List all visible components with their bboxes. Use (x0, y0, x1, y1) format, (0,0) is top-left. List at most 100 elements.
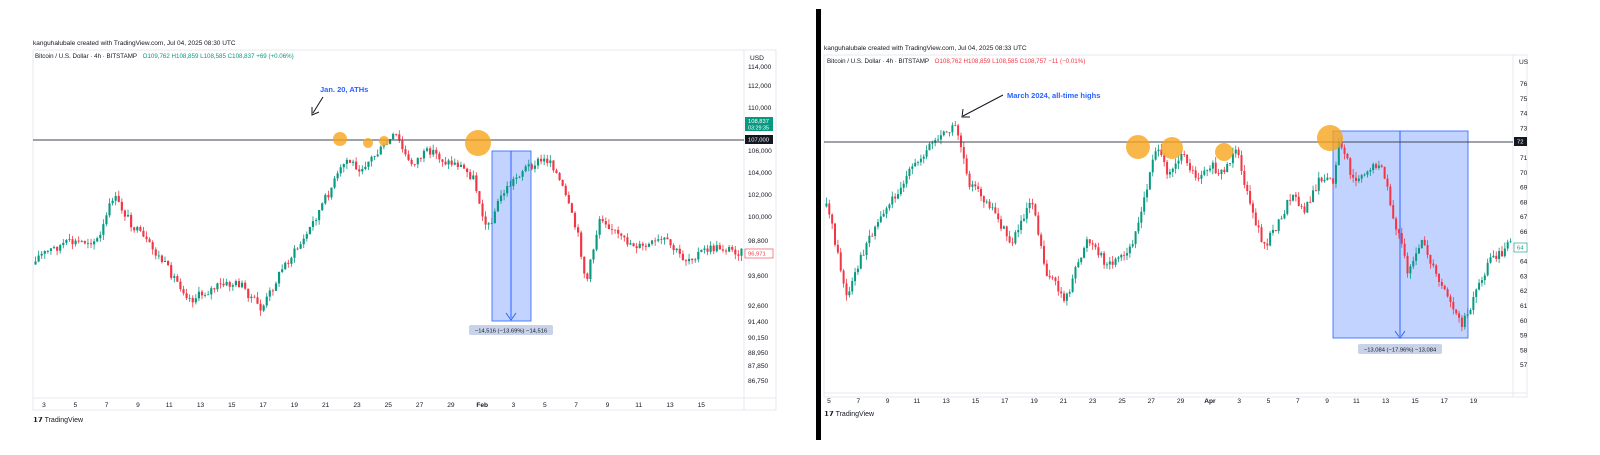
candle-body (65, 239, 68, 243)
candle-body (123, 210, 127, 217)
candle-body (1037, 215, 1040, 235)
tradingview-icon: 𝟭𝟳 (824, 411, 834, 418)
candle-body (598, 219, 601, 235)
candle-body (1002, 226, 1005, 229)
candle-body (891, 196, 894, 205)
candle-body (623, 235, 626, 238)
price-tick-label: 58 (1520, 347, 1528, 354)
time-tick-label: 7 (574, 402, 578, 409)
candle-body (302, 238, 305, 245)
price-tick-label: 106,000 (748, 148, 772, 155)
candle-body (1392, 205, 1395, 219)
price-tick-label: 69 (1520, 185, 1528, 192)
candle-body (1134, 231, 1137, 245)
candle-body (1426, 245, 1429, 255)
plot-frame (32, 49, 777, 411)
candle-body (1354, 177, 1357, 181)
candle-body (170, 265, 173, 278)
candle-body (1140, 211, 1143, 223)
candle-body (1094, 244, 1097, 248)
candle-body (1048, 275, 1051, 278)
candle-body (1460, 317, 1463, 327)
candle-body (706, 248, 709, 252)
time-tick-label: 23 (1089, 398, 1097, 405)
candle-body (425, 148, 429, 151)
candle-body (188, 297, 191, 299)
highlight-circle (333, 132, 347, 146)
candle-body (299, 244, 302, 249)
candle-body (506, 186, 509, 194)
candle-body (1105, 264, 1108, 266)
highlight-circle (1317, 125, 1343, 151)
symbol-name: Bitcoin / U.S. Dollar · 4h · BITSTAMP (35, 53, 137, 60)
candle-body (854, 272, 857, 282)
candle-body (1231, 153, 1234, 164)
candle-body (1289, 199, 1292, 201)
candle-body (478, 191, 481, 204)
price-tick-label: 66 (1520, 229, 1528, 236)
annotation-arrow-line (962, 94, 1004, 117)
candle-body (604, 221, 607, 225)
candle-body (62, 242, 65, 246)
candle-body (724, 250, 728, 252)
candle-body (1372, 164, 1375, 171)
time-tick-label: 13 (1382, 398, 1390, 405)
candle-body (1415, 253, 1418, 261)
candle-body (1297, 196, 1300, 206)
candle-body (607, 224, 610, 230)
time-tick-label: 7 (105, 402, 109, 409)
candle-body (111, 200, 114, 204)
candle-body (1103, 253, 1106, 265)
candle-body (905, 176, 908, 184)
level-price-tag (1514, 137, 1527, 146)
candle-body (213, 288, 216, 290)
price-tick-label: 92,600 (748, 303, 769, 310)
candle-body (1077, 262, 1080, 268)
candle-body (985, 201, 988, 203)
candle-body (1458, 313, 1461, 318)
candle-body (536, 158, 540, 166)
candle-body (1254, 212, 1257, 226)
candle-body (911, 166, 914, 169)
candle-body (1277, 219, 1280, 231)
candle-body (441, 159, 444, 162)
candle-body (1209, 168, 1212, 171)
candle-body (370, 156, 373, 162)
candle-body (133, 227, 136, 231)
measure-label: −13,084 (−17.96%) −13,084 (1364, 348, 1437, 354)
candle-body (1063, 293, 1066, 301)
candle-body (40, 253, 43, 256)
candle-body (922, 156, 925, 159)
candle-body (59, 245, 62, 251)
price-tick-label: 104,000 (748, 170, 772, 177)
candle-body (336, 173, 339, 179)
current-price-label: 64 (1517, 246, 1524, 252)
candle-body (1375, 164, 1378, 168)
candle-body (247, 288, 250, 299)
candle-body (219, 283, 222, 285)
candle-body (899, 187, 902, 195)
candle-body (293, 248, 296, 258)
candle-body (1257, 225, 1260, 228)
candle-body (1200, 174, 1203, 179)
time-tick-label: 19 (291, 402, 299, 409)
candle-body (274, 283, 278, 291)
candle-body (1429, 254, 1432, 264)
candle-body (1220, 169, 1223, 175)
candle-body (240, 282, 244, 288)
candle-body (638, 243, 641, 249)
candle-body (80, 240, 83, 242)
candle-body (1011, 242, 1014, 244)
candle-body (533, 165, 537, 169)
price-tick-label: 74 (1520, 111, 1528, 118)
candle-body (43, 250, 46, 254)
candle-body (1389, 186, 1392, 206)
candle-body (1020, 220, 1023, 230)
chart-credit: kanguhalubale created with TradingView.c… (824, 45, 1027, 52)
candle-body (1320, 177, 1323, 182)
time-tick-label: 17 (1441, 398, 1449, 405)
candle-body (937, 139, 940, 141)
candle-body (626, 237, 629, 245)
candle-body (842, 270, 845, 284)
